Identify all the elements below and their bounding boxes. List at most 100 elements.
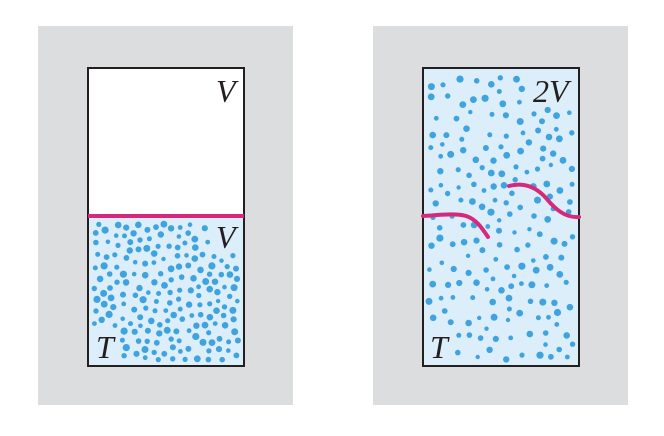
gas-molecule <box>122 344 130 352</box>
gas-molecule <box>463 125 470 132</box>
gas-molecule <box>226 271 234 278</box>
gas-molecule <box>449 241 456 248</box>
gas-molecule <box>441 308 448 314</box>
gas-molecule <box>205 239 211 245</box>
gas-molecule <box>231 328 239 336</box>
gas-molecule <box>498 144 504 150</box>
temperature-label-right: T <box>430 329 450 365</box>
gas-molecule <box>506 306 512 312</box>
gas-molecule <box>110 304 117 311</box>
gas-molecule <box>235 298 240 304</box>
gas-molecule <box>433 115 439 121</box>
gas-molecule <box>224 264 230 270</box>
gas-molecule <box>553 308 562 317</box>
gas-molecule <box>174 244 181 251</box>
gas-molecule <box>490 183 497 190</box>
gas-molecule <box>556 187 564 194</box>
gas-molecule <box>429 131 437 139</box>
gas-molecule <box>142 355 148 361</box>
gas-molecule <box>173 328 180 335</box>
gas-molecule <box>543 254 549 260</box>
gas-molecule <box>153 224 159 231</box>
gas-molecule <box>177 225 183 230</box>
gas-molecule <box>531 258 536 263</box>
gas-molecule <box>196 284 202 290</box>
gas-molecule <box>106 271 113 277</box>
gas-molecule <box>566 303 574 311</box>
gas-molecule <box>545 133 553 141</box>
gas-molecule <box>144 338 150 344</box>
gas-molecule <box>196 292 202 299</box>
gas-molecule <box>123 224 130 231</box>
gas-molecule <box>450 265 457 273</box>
gas-molecule <box>514 246 520 253</box>
gas-molecule <box>496 89 502 94</box>
gas-molecule <box>513 164 519 170</box>
panel-before: V V T <box>38 26 293 405</box>
gas-molecule <box>527 298 534 305</box>
gas-molecule <box>465 269 472 276</box>
gas-molecule <box>93 239 99 246</box>
gas-molecule <box>121 301 127 307</box>
gas-molecule <box>556 271 564 278</box>
gas-molecule <box>114 221 122 229</box>
gas-molecule <box>539 298 547 306</box>
gas-molecule <box>132 292 139 299</box>
gas-molecule <box>487 208 495 216</box>
gas-molecule <box>157 231 164 238</box>
gas-molecule <box>564 354 570 360</box>
gas-molecule <box>120 327 128 335</box>
gas-molecule <box>488 81 495 88</box>
gas-molecule <box>561 240 568 247</box>
gas-molecule <box>187 222 193 227</box>
gas-molecule <box>447 319 454 326</box>
gas-molecule <box>165 318 171 324</box>
gas-molecule <box>479 165 485 171</box>
gas-molecule <box>155 357 161 363</box>
gas-molecule <box>146 290 151 295</box>
gas-molecule <box>518 85 525 93</box>
volume-label-doubled: 2V <box>533 73 572 109</box>
gas-molecule <box>206 285 213 293</box>
gas-molecule <box>497 75 503 81</box>
gas-molecule <box>517 99 522 105</box>
gas-molecule <box>197 302 203 308</box>
gas-molecule <box>554 322 560 327</box>
gas-molecule <box>427 267 432 272</box>
gas-molecule <box>146 236 152 242</box>
gas-molecule <box>151 349 157 356</box>
gas-molecule <box>233 275 241 282</box>
gas-molecule <box>439 260 445 266</box>
gas-molecule <box>144 327 151 334</box>
gas-molecule <box>492 197 498 203</box>
gas-molecule <box>436 234 444 242</box>
gas-molecule <box>135 221 142 229</box>
gas-molecule <box>151 279 158 286</box>
volume-label-upper: V <box>216 73 239 109</box>
gas-molecule <box>227 293 233 300</box>
gas-molecule <box>544 216 552 223</box>
gas-molecule <box>230 316 237 323</box>
gas-molecule <box>197 311 204 318</box>
gas-molecule <box>492 335 499 342</box>
gas-molecule <box>490 157 497 164</box>
gas-molecule <box>465 319 472 327</box>
gas-molecule <box>567 110 572 115</box>
gas-molecule <box>544 106 551 114</box>
gas-molecule <box>532 266 540 274</box>
gas-molecule <box>100 300 108 308</box>
gas-molecule <box>486 346 493 353</box>
gas-molecule <box>517 204 523 211</box>
gas-molecule <box>504 264 510 270</box>
gas-molecule <box>429 314 437 322</box>
gas-molecule <box>153 299 159 304</box>
gas-molecule <box>219 258 224 263</box>
gas-molecule <box>428 242 435 249</box>
gas-molecule <box>114 279 120 285</box>
gas-molecule <box>563 279 569 285</box>
gas-molecule <box>460 238 468 246</box>
gas-molecule <box>215 298 221 304</box>
gas-molecule <box>534 196 541 204</box>
gas-molecule <box>153 339 160 346</box>
gas-molecule <box>178 349 183 354</box>
